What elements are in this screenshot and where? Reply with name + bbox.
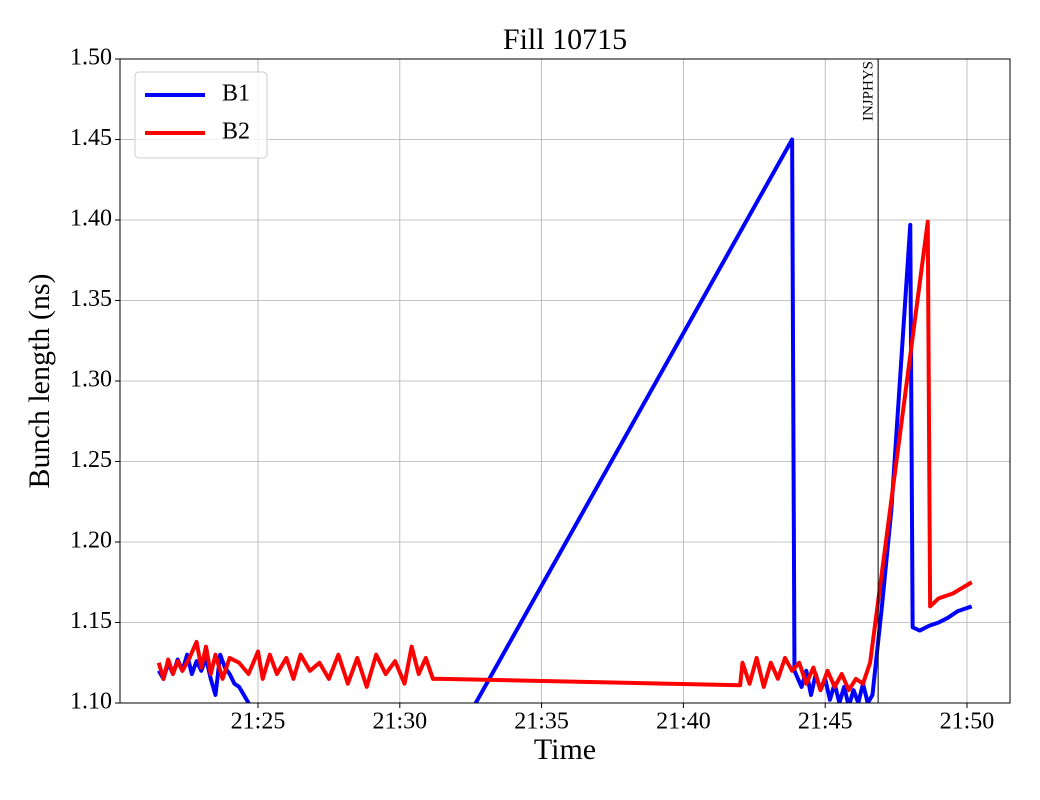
annotation-text: INJPHYS	[861, 61, 877, 121]
y-axis-label: Bunch length (ns)	[23, 274, 56, 489]
chart-title: Fill 10715	[503, 23, 627, 56]
x-tick-label: 21:40	[656, 709, 711, 735]
y-tick-label: 1.10	[70, 689, 112, 715]
y-tick-label: 1.15	[70, 608, 112, 634]
x-tick-label: 21:35	[514, 709, 569, 735]
y-tick-label: 1.40	[70, 206, 112, 232]
x-tick-label: 21:45	[798, 709, 853, 735]
y-tick-label: 1.50	[70, 45, 112, 71]
x-tick-label: 21:30	[372, 709, 427, 735]
labels: 21:25 21:30 21:35 21:40 21:45 21:50 1.10 1.15 1.…	[70, 45, 994, 735]
y-tick-label: 1.25	[70, 447, 112, 473]
x-axis-label: Time	[534, 733, 596, 766]
y-tick-label: 1.20	[70, 528, 112, 554]
y-tick-label: 1.45	[70, 125, 112, 151]
legend-label: B2	[222, 119, 250, 145]
x-tick-label: 21:50	[940, 709, 995, 735]
legend-label: B1	[222, 81, 250, 107]
series-line	[156, 219, 973, 693]
y-tick-label: 1.35	[70, 286, 112, 312]
y-tick-label: 1.30	[70, 367, 112, 393]
plot-area	[156, 137, 973, 703]
x-tick-label: 21:25	[231, 709, 286, 735]
